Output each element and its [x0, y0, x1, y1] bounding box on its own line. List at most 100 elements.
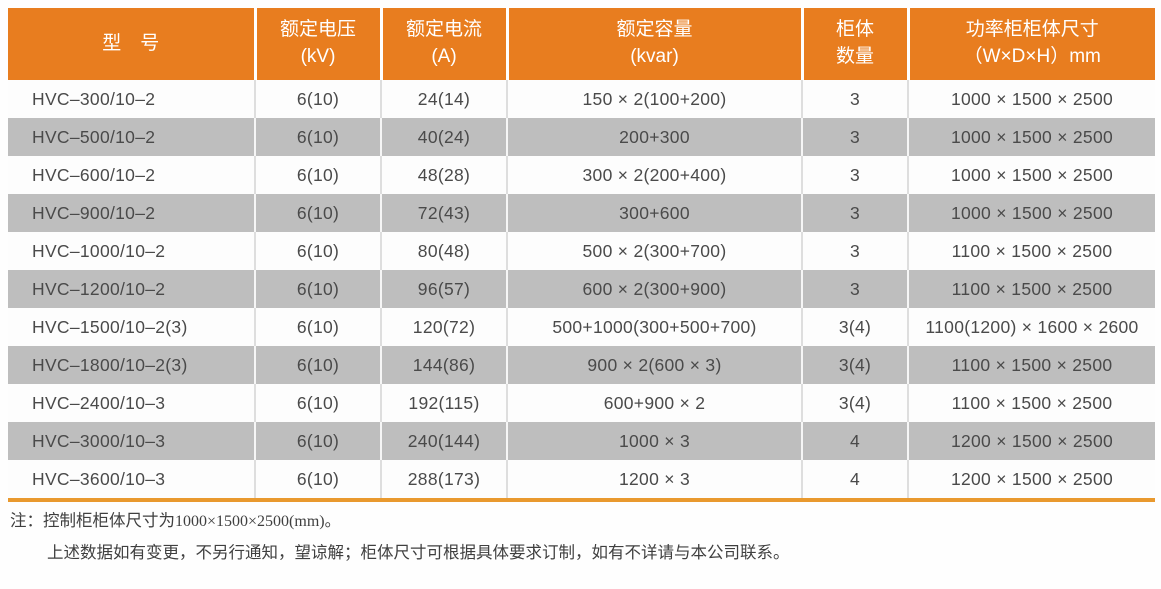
note-line-2: 上述数据如有变更，不另行通知，望谅解；柜体尺寸可根据具体要求订制，如有不详请与本… [47, 544, 790, 562]
header-rated-current: 额定电流 (A) [379, 8, 507, 80]
cell-rated-capacity: 500+1000(300+500+700) [506, 308, 802, 346]
cell-rated-voltage: 6(10) [254, 346, 381, 384]
cell-cabinet-size: 1100 × 1500 × 2500 [907, 384, 1155, 422]
cell-rated-capacity: 300+600 [506, 194, 802, 232]
cell-rated-capacity: 600 × 2(300+900) [506, 270, 802, 308]
notes: 注：控制柜柜体尺寸为1000×1500×2500(mm)。 上述数据如有变更，不… [10, 513, 790, 577]
cell-rated-current: 72(43) [380, 194, 507, 232]
cell-cabinet-size: 1000 × 1500 × 2500 [907, 156, 1155, 194]
cell-cabinet-count: 3(4) [801, 346, 908, 384]
cell-model: HVC–3600/10–3 [32, 468, 166, 489]
table-row: HVC–600/10–2 6(10) 48(28) 300 × 2(200+400) 3… [8, 156, 1155, 194]
cell-rated-voltage: 6(10) [254, 422, 381, 460]
cell-model: HVC–3000/10–3 [32, 430, 166, 451]
cell-cabinet-size: 1100 × 1500 × 2500 [907, 270, 1155, 308]
cell-model: HVC–2400/10–3 [32, 392, 166, 413]
cell-cabinet-count: 3 [801, 118, 908, 156]
cell-rated-voltage: 6(10) [254, 156, 381, 194]
cell-rated-current: 120(72) [380, 308, 507, 346]
table-body: HVC–300/10–2 6(10) 24(14) 150 × 2(100+200) 3… [8, 80, 1155, 500]
cell-rated-voltage: 6(10) [254, 270, 381, 308]
table-header-row: 型 号 额定电压 (kV) 额定电流 (A) 额定容量 (kvar) 柜体 [8, 8, 1155, 80]
header-rated-capacity: 额定容量 (kvar) [505, 8, 802, 80]
header-rated-voltage: 额定电压 (kV) [253, 8, 381, 80]
cell-rated-voltage: 6(10) [254, 460, 381, 500]
cell-rated-current: 144(86) [380, 346, 507, 384]
table-row: HVC–1000/10–2 6(10) 80(48) 500 × 2(300+700)… [8, 232, 1155, 270]
table-row: HVC–900/10–2 6(10) 72(43) 300+600 3 1000 × 15… [8, 194, 1155, 232]
cell-rated-voltage: 6(10) [254, 118, 381, 156]
cell-model: HVC–1500/10–2(3) [32, 316, 188, 337]
cell-rated-current: 80(48) [380, 232, 507, 270]
cell-rated-current: 40(24) [380, 118, 507, 156]
table-row: HVC–3000/10–3 6(10) 240(144) 1000 × 3 4 1200 … [8, 422, 1155, 460]
note-line-1-value: 1000×1500×2500(mm)。 [175, 513, 341, 530]
cell-model: HVC–600/10–2 [32, 164, 156, 185]
cell-rated-capacity: 900 × 2(600 × 3) [506, 346, 802, 384]
cell-rated-current: 288(173) [380, 460, 507, 500]
cell-cabinet-count: 4 [801, 422, 908, 460]
table-header: 型 号 额定电压 (kV) 额定电流 (A) 额定容量 (kvar) 柜体 [8, 8, 1155, 80]
cell-rated-current: 24(14) [380, 80, 507, 118]
header-rated-voltage-unit: (kV) [300, 46, 336, 67]
cell-cabinet-size: 1000 × 1500 × 2500 [907, 80, 1155, 118]
table-row: HVC–2400/10–3 6(10) 192(115) 600+900 × 2 3(4… [8, 384, 1155, 422]
table-row: HVC–3600/10–3 6(10) 288(173) 1200 × 3 4 1200 … [8, 460, 1155, 500]
cell-cabinet-size: 1100 × 1500 × 2500 [907, 232, 1155, 270]
cell-cabinet-size: 1100 × 1500 × 2500 [907, 346, 1155, 384]
cell-model: HVC–300/10–2 [32, 88, 156, 109]
cell-model: HVC–1000/10–2 [32, 240, 166, 261]
note-line-1-prefix: 注：控制柜柜体尺寸为 [10, 512, 175, 530]
cell-model: HVC–500/10–2 [32, 126, 156, 147]
cell-rated-voltage: 6(10) [254, 194, 381, 232]
header-cabinet-count: 柜体 数量 [800, 8, 908, 80]
header-cabinet-size: 功率柜柜体尺寸 （W×D×H）mm [906, 8, 1155, 80]
cell-rated-capacity: 200+300 [506, 118, 802, 156]
note-line-1: 注：控制柜柜体尺寸为1000×1500×2500(mm)。 [10, 513, 790, 530]
header-cabinet-size-unit: （W×D×H）mm [963, 46, 1101, 67]
table-row: HVC–1800/10–2(3) 6(10) 144(86) 900 × 2(600 … [8, 346, 1155, 384]
header-rated-current-label: 额定电流 [405, 19, 482, 41]
cell-model: HVC–1800/10–2(3) [32, 354, 188, 375]
header-model-label: 型 号 [102, 32, 160, 54]
cell-cabinet-size: 1100(1200) × 1600 × 2600 [907, 308, 1155, 346]
header-rated-current-unit: (A) [431, 46, 457, 67]
cell-cabinet-count: 3 [801, 270, 908, 308]
cell-rated-capacity: 150 × 2(100+200) [506, 80, 802, 118]
header-cabinet-count-label2: 数量 [835, 46, 874, 67]
cell-rated-capacity: 1200 × 3 [506, 460, 802, 500]
cell-rated-capacity: 600+900 × 2 [506, 384, 802, 422]
header-cabinet-count-label1: 柜体 [835, 19, 874, 41]
cell-rated-voltage: 6(10) [254, 308, 381, 346]
header-cabinet-size-label: 功率柜柜体尺寸 [965, 19, 1099, 41]
table-row: HVC–1500/10–2(3) 6(10) 120(72) 500+1000(300… [8, 308, 1155, 346]
cell-cabinet-count: 3 [801, 80, 908, 118]
header-model: 型 号 [8, 8, 255, 80]
cell-cabinet-count: 3(4) [801, 308, 908, 346]
cell-cabinet-count: 3(4) [801, 384, 908, 422]
cell-model: HVC–900/10–2 [32, 202, 156, 223]
table-row: HVC–300/10–2 6(10) 24(14) 150 × 2(100+200) 3… [8, 80, 1155, 118]
cell-cabinet-count: 3 [801, 194, 908, 232]
cell-rated-capacity: 500 × 2(300+700) [506, 232, 802, 270]
cell-cabinet-size: 1200 × 1500 × 2500 [907, 460, 1155, 500]
cell-rated-voltage: 6(10) [254, 232, 381, 270]
cell-rated-current: 96(57) [380, 270, 507, 308]
cell-rated-current: 192(115) [380, 384, 507, 422]
header-rated-voltage-label: 额定电压 [279, 19, 356, 41]
cell-cabinet-count: 3 [801, 232, 908, 270]
cell-cabinet-count: 3 [801, 156, 908, 194]
header-rated-capacity-label: 额定容量 [616, 19, 693, 41]
cell-cabinet-size: 1000 × 1500 × 2500 [907, 194, 1155, 232]
cell-rated-current: 48(28) [380, 156, 507, 194]
cell-model: HVC–1200/10–2 [32, 278, 166, 299]
cell-rated-voltage: 6(10) [254, 80, 381, 118]
cell-rated-current: 240(144) [380, 422, 507, 460]
cell-rated-voltage: 6(10) [254, 384, 381, 422]
cell-cabinet-size: 1000 × 1500 × 2500 [907, 118, 1155, 156]
spec-table: 型 号 额定电压 (kV) 额定电流 (A) 额定容量 (kvar) 柜体 [8, 8, 1155, 502]
table-row: HVC–500/10–2 6(10) 40(24) 200+300 3 1000 × 15… [8, 118, 1155, 156]
header-rated-capacity-unit: (kvar) [630, 46, 679, 67]
cell-cabinet-count: 4 [801, 460, 908, 500]
